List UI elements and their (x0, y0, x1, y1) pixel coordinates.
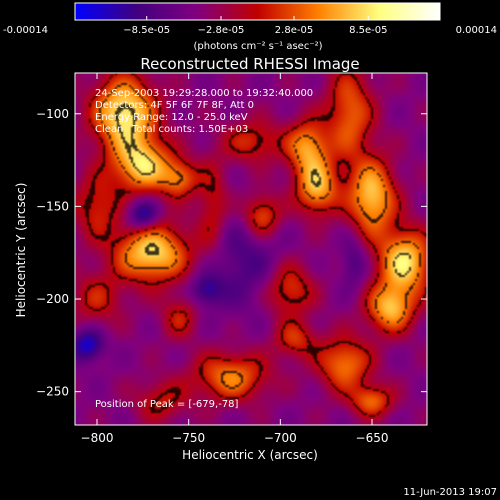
colorbar-ticks: -0.00014 −8.5e-05 −2.8e-05 2.8e-05 8.5e-05 0.… (3, 16, 497, 36)
x-axis-label: Heliocentric X (arcsec) (182, 448, 318, 462)
image-annotations: 24-Sep-2003 19:29:28.000 to 19:32:40.000… (95, 88, 313, 410)
chart-title: Reconstructed RHESSI Image (140, 55, 359, 73)
colorbar (75, 3, 440, 20)
colorbar-tick-label: 2.8e-05 (275, 25, 313, 36)
x-tick-label: −800 (81, 431, 114, 445)
y-tick-label: −100 (36, 107, 69, 121)
colorbar-tick-label: -0.00014 (3, 25, 48, 36)
colorbar-tick-label: −2.8e-05 (198, 25, 245, 36)
colorbar-frame (74, 2, 441, 21)
y-axis-ticks: −100 −150 −200 −250 (36, 107, 427, 399)
y-tick-label: −150 (36, 199, 69, 213)
annotation-time: 24-Sep-2003 19:29:28.000 to 19:32:40.000 (95, 88, 313, 99)
plot-date: 11-Jun-2013 19:07 (403, 487, 497, 498)
colorbar-tick-label: 8.5e-05 (349, 25, 387, 36)
annotation-method: Clean (95, 124, 123, 135)
annotation-energy: Energy Range: 12.0 - 25.0 keV (95, 112, 248, 123)
y-tick-label: −250 (36, 385, 69, 399)
y-axis-label: Heliocentric Y (arcsec) (14, 183, 28, 318)
colorbar-tick-label: 0.00014 (456, 25, 497, 36)
x-tick-label: −750 (172, 431, 205, 445)
colorbar-tick-label: −8.5e-05 (123, 25, 170, 36)
annotation-detectors: Detectors: 4F 5F 6F 7F 8F, Att 0 (95, 100, 254, 111)
annotation-counts: Total counts: 1.50E+03 (131, 124, 248, 135)
annotation-peak: Position of Peak = [-679,-78] (95, 399, 239, 410)
heatmap-image (75, 73, 427, 425)
y-tick-label: −200 (36, 292, 69, 306)
x-axis-ticks: −800 −750 −700 −650 (81, 73, 389, 445)
x-tick-label: −650 (356, 431, 389, 445)
plot-frame (74, 72, 428, 426)
colorbar-unit-label: (photons cm⁻² s⁻¹ asec⁻²) (193, 41, 322, 52)
x-tick-label: −700 (264, 431, 297, 445)
